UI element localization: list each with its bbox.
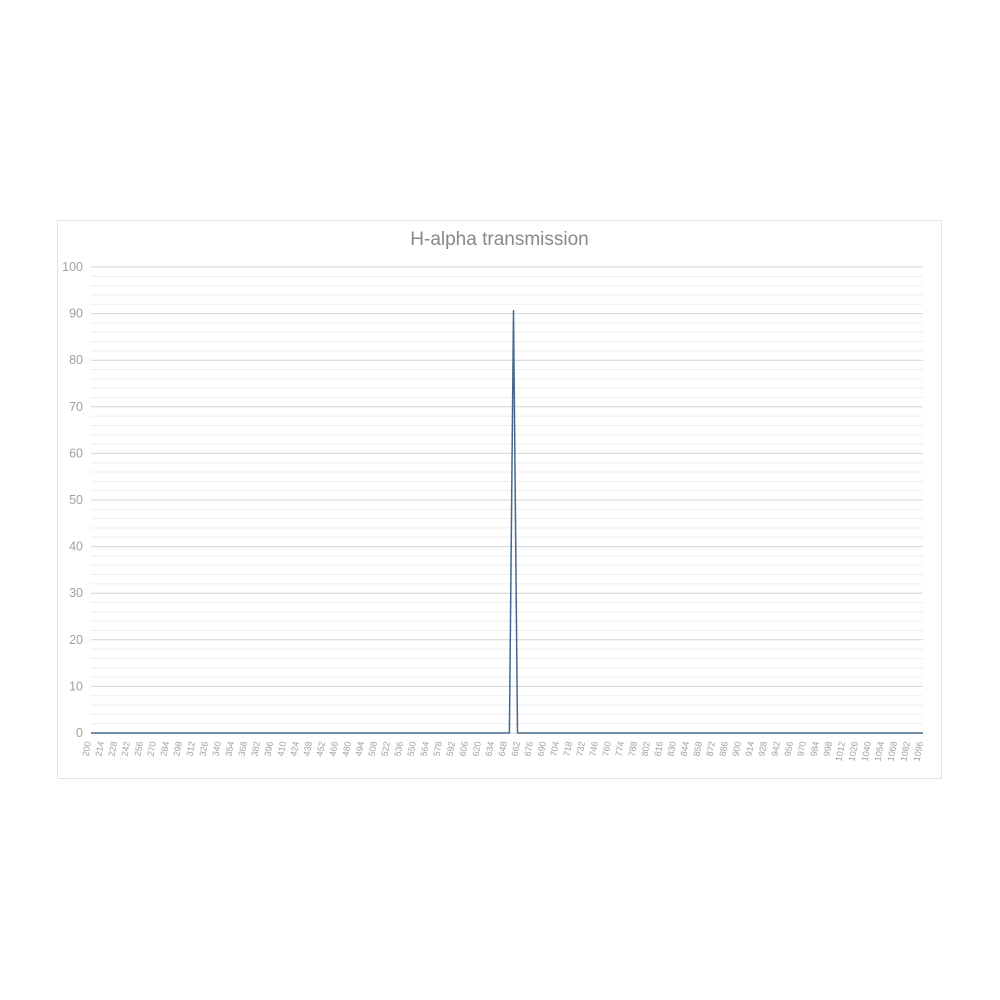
svg-text:550: 550 [406,741,418,758]
svg-text:1096: 1096 [912,741,925,762]
svg-text:50: 50 [69,493,83,507]
svg-text:760: 760 [601,741,613,758]
svg-text:284: 284 [159,741,171,758]
svg-text:858: 858 [692,741,704,758]
svg-text:648: 648 [497,741,509,758]
svg-text:998: 998 [822,741,834,758]
svg-text:704: 704 [549,741,561,758]
svg-text:396: 396 [263,741,275,758]
svg-text:100: 100 [62,260,83,274]
svg-text:1054: 1054 [873,741,886,762]
svg-text:368: 368 [237,741,249,758]
svg-text:494: 494 [354,741,366,758]
svg-text:30: 30 [69,586,83,600]
svg-text:802: 802 [640,741,652,758]
svg-text:872: 872 [705,741,717,758]
svg-text:536: 536 [393,741,405,758]
svg-text:0: 0 [76,726,83,740]
svg-text:298: 298 [172,741,184,758]
svg-text:1012: 1012 [834,741,847,762]
svg-text:312: 312 [185,741,197,758]
svg-text:242: 242 [120,741,132,758]
svg-text:928: 928 [757,741,769,758]
svg-text:662: 662 [510,741,522,758]
svg-text:900: 900 [731,741,743,758]
svg-text:690: 690 [536,741,548,758]
svg-text:70: 70 [69,400,83,414]
svg-text:718: 718 [562,741,574,758]
svg-text:984: 984 [809,741,821,758]
svg-text:256: 256 [133,741,145,758]
svg-text:200: 200 [81,741,93,758]
svg-text:466: 466 [328,741,340,758]
svg-text:438: 438 [302,741,314,758]
svg-text:592: 592 [445,741,457,758]
svg-text:676: 676 [523,741,535,758]
svg-text:774: 774 [614,741,626,758]
svg-text:214: 214 [94,741,106,758]
svg-text:80: 80 [69,353,83,367]
svg-text:746: 746 [588,741,600,758]
svg-text:326: 326 [198,741,210,758]
svg-text:90: 90 [69,307,83,321]
svg-text:886: 886 [718,741,730,758]
svg-text:522: 522 [380,741,392,758]
svg-text:340: 340 [211,741,223,758]
svg-text:634: 634 [484,741,496,758]
svg-text:914: 914 [744,741,756,758]
svg-text:1082: 1082 [899,741,912,762]
svg-text:508: 508 [367,741,379,758]
svg-text:382: 382 [250,741,262,758]
svg-text:354: 354 [224,741,236,758]
svg-text:606: 606 [458,741,470,758]
svg-text:578: 578 [432,741,444,758]
svg-text:564: 564 [419,741,431,758]
svg-text:424: 424 [289,741,301,758]
svg-text:620: 620 [471,741,483,758]
svg-text:942: 942 [770,741,782,758]
svg-text:452: 452 [315,741,327,758]
svg-text:480: 480 [341,741,353,758]
svg-text:40: 40 [69,540,83,554]
svg-text:970: 970 [796,741,808,758]
svg-text:956: 956 [783,741,795,758]
svg-text:1068: 1068 [886,741,899,762]
svg-text:228: 228 [107,741,119,758]
svg-text:844: 844 [679,741,691,758]
svg-text:816: 816 [653,741,665,758]
svg-text:732: 732 [575,741,587,758]
svg-text:410: 410 [276,741,288,758]
svg-text:60: 60 [69,446,83,460]
svg-text:10: 10 [69,679,83,693]
svg-text:830: 830 [666,741,678,758]
svg-text:270: 270 [146,741,158,758]
svg-text:788: 788 [627,741,639,758]
svg-text:1040: 1040 [860,741,873,762]
svg-text:20: 20 [69,633,83,647]
svg-text:1026: 1026 [847,741,860,762]
